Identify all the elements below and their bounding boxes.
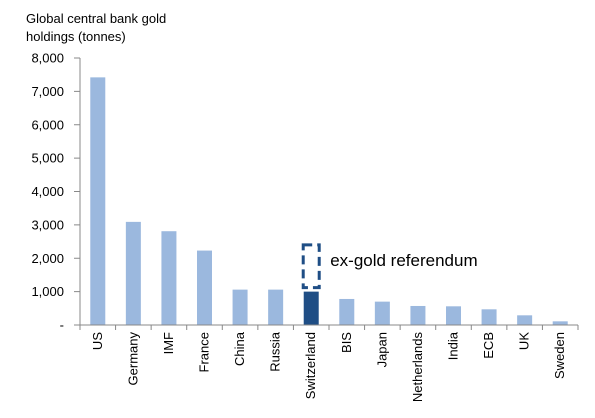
bar-uk	[517, 315, 533, 325]
bar-switzerland	[303, 291, 319, 325]
axes	[79, 58, 579, 330]
x-tick-label: BIS	[339, 332, 354, 353]
y-axis-label-line-1: Global central bank gold	[26, 11, 166, 26]
x-tick-label: ECB	[481, 332, 496, 359]
bar-netherlands	[410, 305, 426, 325]
bar-france	[197, 250, 212, 325]
x-tick-label: Netherlands	[410, 332, 425, 403]
bar-imf	[161, 231, 177, 325]
bar-china	[232, 289, 248, 325]
x-tick-label: US	[90, 332, 105, 350]
bar-sweden	[552, 321, 568, 325]
bar-bis	[339, 298, 355, 325]
y-tick-label: 6,000	[31, 117, 64, 132]
x-tick-label: France	[197, 332, 212, 372]
x-tick-label: Japan	[374, 332, 389, 367]
y-tick-label: 7,000	[31, 84, 64, 99]
x-tick-label: UK	[517, 332, 532, 350]
y-axis-label-line-2: holdings (tonnes)	[26, 29, 126, 44]
y-tick-label: 4,000	[31, 184, 64, 199]
x-tick-label: Germany	[125, 332, 140, 386]
bar-japan	[374, 301, 390, 325]
y-tick-label: -	[60, 318, 64, 333]
x-tick-label: Switzerland	[303, 332, 318, 399]
y-tick-label: 8,000	[31, 51, 64, 66]
y-axis-ticks: - 1,000 2,000 3,000 4,000 5,000 6,000 7,000 8,00…	[31, 51, 80, 333]
bar-ecb	[481, 309, 497, 325]
bars	[90, 77, 568, 325]
bar-russia	[268, 289, 284, 325]
bar-india	[446, 306, 461, 325]
annotation-dashed-box	[301, 243, 321, 290]
category-labels: US Germany IMF France China Russia Switzerland…	[90, 331, 567, 402]
y-tick-label: 1,000	[31, 284, 64, 299]
y-tick-label: 2,000	[31, 251, 64, 266]
x-tick-label: India	[446, 331, 461, 360]
x-tick-label: Russia	[268, 331, 283, 372]
y-tick-label: 3,000	[31, 217, 64, 232]
bar-germany	[125, 221, 141, 325]
annotation-label: ex-gold referendum	[330, 251, 477, 270]
x-tick-label: China	[232, 331, 247, 366]
x-tick-label: IMF	[161, 332, 176, 354]
bar-us	[90, 77, 106, 325]
annotation: ex-gold referendum	[301, 243, 478, 290]
x-tick-label: Sweden	[552, 332, 567, 379]
y-tick-label: 5,000	[31, 151, 64, 166]
